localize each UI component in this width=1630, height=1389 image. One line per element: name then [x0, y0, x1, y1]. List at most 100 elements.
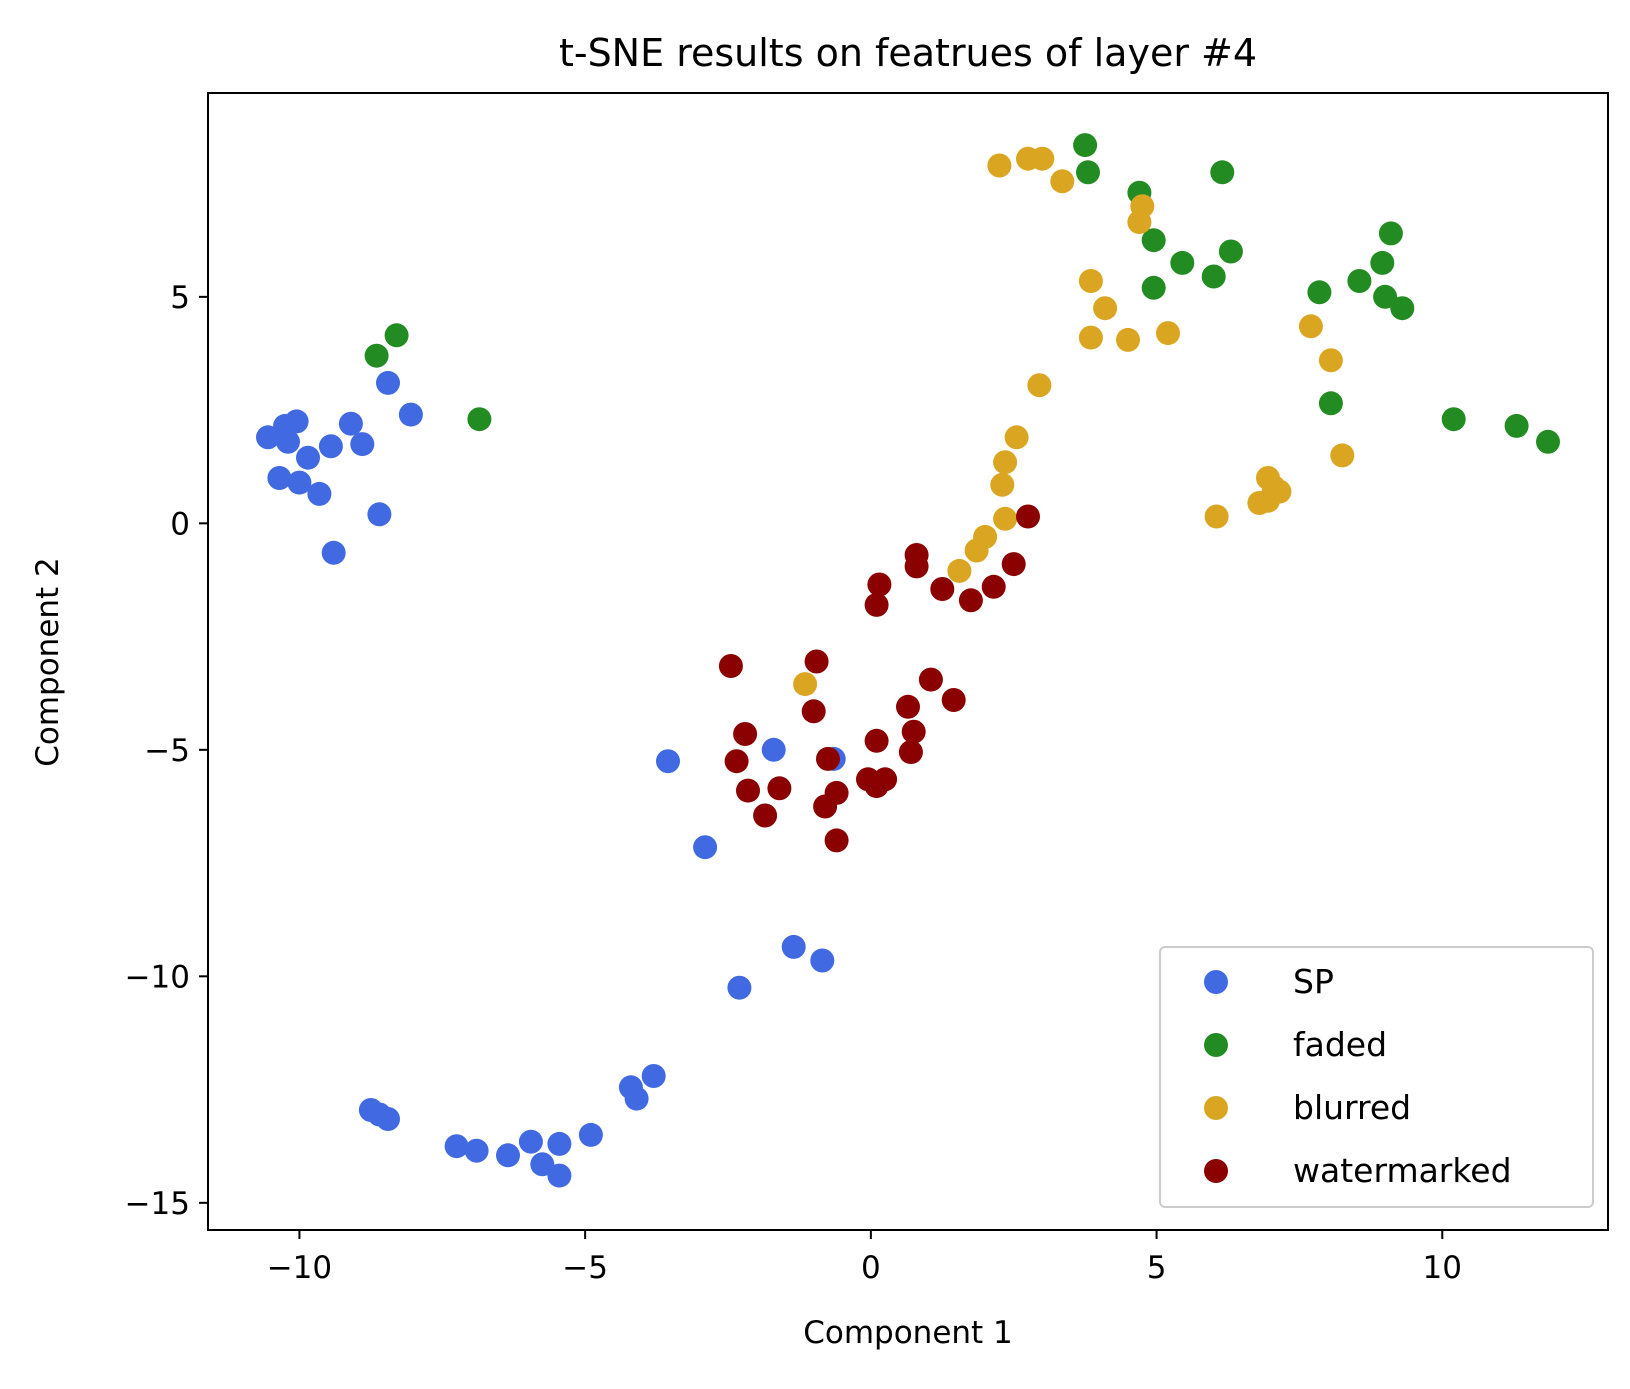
point-blurred-7	[1093, 296, 1118, 321]
point-blurred-10	[1156, 321, 1180, 346]
point-watermarked-11	[918, 667, 943, 692]
point-blurred-5	[1127, 210, 1152, 235]
axes-frame	[207, 92, 1609, 1231]
point-watermarked-3	[1001, 552, 1026, 577]
point-watermarked-10	[804, 649, 829, 674]
point-watermarked-22	[767, 776, 792, 801]
point-faded-9	[1141, 275, 1166, 300]
point-faded-13	[1370, 250, 1395, 275]
point-SP-34	[547, 1163, 572, 1188]
series-faded	[364, 133, 1560, 454]
point-watermarked-16	[733, 722, 758, 746]
x-tick-label-1: −5	[562, 1250, 608, 1286]
point-blurred-6	[1078, 269, 1103, 293]
point-watermarked-21	[736, 778, 760, 803]
x-tick-label-0: −10	[267, 1250, 332, 1286]
point-watermarked-12	[941, 688, 966, 712]
point-faded-19	[1441, 407, 1466, 432]
point-faded-10	[1218, 239, 1243, 264]
point-SP-33	[530, 1152, 555, 1177]
point-blurred-11	[1027, 373, 1052, 398]
legend-marker-watermarked	[1204, 1159, 1228, 1183]
legend-label-blurred: blurred	[1293, 1088, 1411, 1127]
point-faded-17	[1390, 296, 1415, 321]
point-SP-19	[781, 934, 806, 959]
point-blurred-3	[1050, 169, 1075, 194]
legend-label-SP: SP	[1293, 962, 1334, 1001]
point-faded-8	[1170, 250, 1195, 275]
point-watermarked-5	[930, 577, 955, 601]
point-SP-24	[624, 1086, 649, 1111]
point-SP-16	[761, 737, 786, 762]
point-blurred-27	[1247, 491, 1272, 515]
point-faded-20	[1504, 413, 1529, 438]
y-tick-label-4: −15	[125, 1186, 190, 1222]
point-blurred-8	[1078, 325, 1103, 350]
point-faded-2	[467, 407, 492, 432]
point-watermarked-19	[816, 746, 840, 771]
point-watermarked-20	[898, 740, 923, 765]
point-blurred-9	[1116, 327, 1140, 352]
point-faded-4	[1076, 160, 1100, 185]
y-tick-label-1: 0	[170, 506, 190, 542]
x-tick-label-3: 5	[1147, 1250, 1167, 1286]
point-SP-8	[376, 370, 400, 395]
point-SP-21	[727, 975, 752, 1000]
point-SP-28	[444, 1134, 469, 1159]
point-blurred-21	[1318, 348, 1343, 373]
point-SP-7	[350, 432, 375, 457]
chart-title: t-SNE results on featrues of layer #4	[559, 31, 1257, 75]
point-faded-16	[1373, 284, 1398, 309]
legend-marker-blurred	[1204, 1096, 1228, 1120]
point-blurred-0	[987, 153, 1012, 178]
point-SP-29	[464, 1138, 489, 1163]
point-watermarked-13	[801, 699, 826, 724]
point-SP-11	[287, 470, 312, 495]
point-watermarked-17	[724, 749, 749, 774]
point-watermarked-0	[1016, 504, 1040, 529]
point-faded-11	[1201, 264, 1226, 289]
point-SP-2	[284, 409, 309, 434]
point-watermarked-2	[904, 554, 929, 579]
point-SP-12	[307, 481, 332, 506]
point-faded-18	[1318, 391, 1343, 416]
series-blurred	[793, 146, 1355, 697]
point-SP-27	[376, 1107, 400, 1131]
point-watermarked-7	[864, 592, 889, 617]
legend-label-watermarked: watermarked	[1293, 1151, 1512, 1190]
point-SP-9	[398, 402, 423, 427]
point-SP-6	[338, 411, 363, 436]
x-axis-ticks: −10 −5 0 5 10	[267, 1230, 1462, 1286]
point-SP-14	[321, 540, 346, 565]
legend-box	[1159, 946, 1594, 1208]
point-SP-22	[641, 1064, 666, 1088]
y-tick-label-0: 5	[170, 280, 190, 316]
point-blurred-12	[1004, 425, 1029, 450]
y-axis-label: Component 2	[30, 557, 66, 767]
point-faded-15	[1307, 280, 1332, 305]
point-watermarked-4	[867, 572, 892, 597]
point-SP-4	[296, 445, 320, 470]
point-blurred-13	[993, 450, 1018, 475]
point-faded-1	[384, 323, 409, 348]
point-SP-15	[656, 749, 680, 774]
point-blurred-14	[990, 472, 1015, 497]
point-watermarked-8	[958, 588, 983, 613]
legend-marker-SP	[1204, 970, 1228, 994]
point-watermarked-27	[813, 794, 838, 819]
y-tick-label-2: −5	[144, 733, 190, 769]
point-blurred-18	[947, 558, 972, 583]
points-layer	[256, 133, 1560, 1188]
y-tick-label-3: −10	[125, 959, 190, 995]
point-watermarked-6	[981, 574, 1006, 599]
point-blurred-17	[964, 538, 989, 563]
point-faded-3	[1073, 133, 1098, 158]
y-axis-ticks: 5 0 −5 −10 −15	[125, 280, 208, 1222]
point-SP-10	[267, 466, 292, 490]
x-axis-label: Component 1	[803, 1315, 1013, 1351]
point-faded-7	[1141, 228, 1166, 253]
point-blurred-22	[1330, 443, 1355, 468]
point-SP-3	[276, 429, 300, 454]
